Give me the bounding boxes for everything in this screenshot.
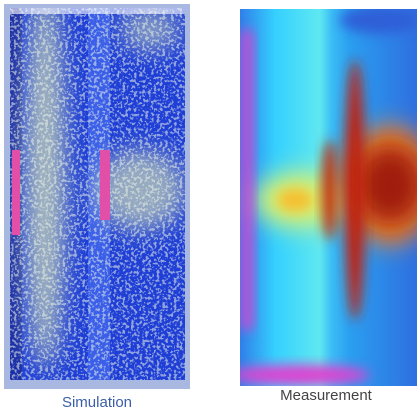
measurement-image bbox=[230, 6, 417, 386]
caption: Simulation bbox=[62, 394, 132, 411]
figure: Simulation Measurement bbox=[0, 0, 417, 417]
simulation-image bbox=[4, 0, 190, 389]
caption: Measurement bbox=[280, 387, 373, 404]
